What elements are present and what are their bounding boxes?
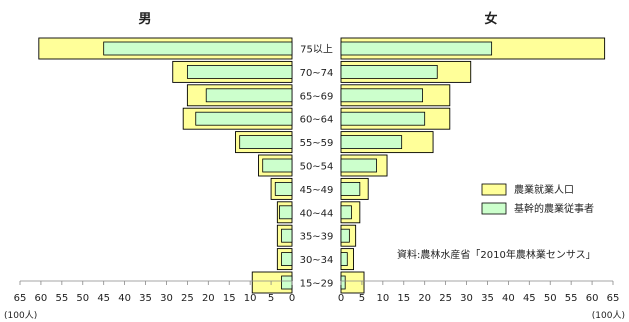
male-core-bar-age-8: [281, 228, 293, 243]
age-label: 40~44: [300, 208, 334, 219]
male-core-bar-age-1: [186, 65, 293, 79]
male-ticks: 65 60 55 50 45 40 35 30 25 20 15 10 5 0: [14, 281, 295, 304]
male-core-bar-age-4: [239, 135, 293, 150]
male-title: 男: [138, 12, 151, 27]
female-core-bar-age-8: [340, 228, 350, 243]
male-core-bar-age-9: [281, 252, 293, 267]
female-core-bar-age-0: [340, 41, 493, 56]
female-core-bar-age-5: [340, 158, 377, 173]
legend-label-core: 基幹的農業従事者: [514, 202, 594, 215]
female-tick-label: 45: [523, 293, 536, 304]
female-tick-label: 5: [359, 293, 365, 304]
legend-swatch-employment: [481, 183, 507, 196]
female-core-bar-age-2: [340, 88, 423, 103]
male-tick-label: 30: [160, 293, 173, 304]
age-label: 15~29: [300, 279, 334, 290]
age-label: 75以上: [300, 44, 333, 56]
female-tick-label: 15: [397, 293, 410, 304]
female-tick-label: 65: [607, 293, 620, 304]
male-core-bar-age-7: [279, 205, 293, 220]
male-tick-label: 35: [139, 293, 152, 304]
female-ticks: 0 5 10 15 20 25 30 35 40 45 50 55 60 65: [338, 281, 620, 304]
female-core-bar-age-9: [340, 252, 348, 267]
female-core-bar-age-6: [340, 181, 361, 196]
female-core-bar-age-1: [340, 65, 438, 79]
male-bars: [38, 37, 293, 294]
female-title: 女: [484, 11, 497, 27]
male-core-bar-age-0: [103, 41, 293, 56]
female-tick-label: 10: [376, 293, 389, 304]
legend-swatch-core: [481, 202, 507, 215]
female-tick-label: 0: [338, 293, 344, 304]
male-core-bar-age-5: [262, 158, 293, 173]
female-tick-label: 60: [586, 293, 599, 304]
male-tick-label: 0: [289, 293, 295, 304]
male-core-bar-age-10: [281, 275, 293, 290]
male-core-bar-age-6: [274, 181, 293, 196]
female-tick-label: 55: [565, 293, 578, 304]
male-tick-label: 55: [55, 293, 68, 304]
male-core-bar-age-3: [195, 111, 293, 126]
legend-label-employment: 農業就業人口: [514, 183, 574, 196]
source-note: 資料:農林水産省「2010年農林業センサス」: [397, 248, 596, 261]
male-tick-label: 5: [268, 293, 274, 304]
male-tick-label: 15: [223, 293, 236, 304]
age-label: 50~54: [300, 162, 334, 173]
age-label: 55~59: [300, 138, 334, 149]
age-label: 65~69: [300, 91, 334, 102]
female-tick-label: 40: [502, 293, 515, 304]
male-tick-label: 10: [244, 293, 257, 304]
age-label: 70~74: [300, 68, 334, 79]
age-labels: 75以上 70~74 65~69 60~64 55~59 50~54 45~49 40~44 3…: [300, 44, 334, 290]
age-label: 35~39: [300, 232, 334, 243]
male-tick-label: 60: [35, 293, 48, 304]
male-core-bar-age-2: [205, 88, 293, 103]
female-tick-label: 35: [481, 293, 494, 304]
male-tick-label: 50: [76, 293, 89, 304]
female-core-bar-age-3: [340, 111, 426, 126]
age-label: 60~64: [300, 115, 334, 126]
male-tick-label: 40: [118, 293, 131, 304]
male-tick-label: 20: [202, 293, 215, 304]
age-label: 45~49: [300, 185, 334, 196]
female-core-bar-age-4: [340, 135, 403, 150]
age-label: 30~34: [300, 255, 334, 266]
female-unit-label: (100人): [592, 310, 625, 321]
female-tick-label: 20: [418, 293, 431, 304]
female-core-bar-age-10: [340, 275, 346, 290]
female-core-bar-age-7: [340, 205, 352, 220]
male-tick-label: 65: [14, 293, 27, 304]
male-tick-label: 45: [97, 293, 110, 304]
legend: 農業就業人口 基幹的農業従事者: [481, 183, 594, 215]
male-tick-label: 25: [181, 293, 194, 304]
female-tick-label: 25: [439, 293, 452, 304]
female-bars: [340, 37, 606, 294]
female-tick-label: 30: [460, 293, 473, 304]
female-tick-label: 50: [544, 293, 557, 304]
male-unit-label: (100人): [4, 310, 37, 321]
